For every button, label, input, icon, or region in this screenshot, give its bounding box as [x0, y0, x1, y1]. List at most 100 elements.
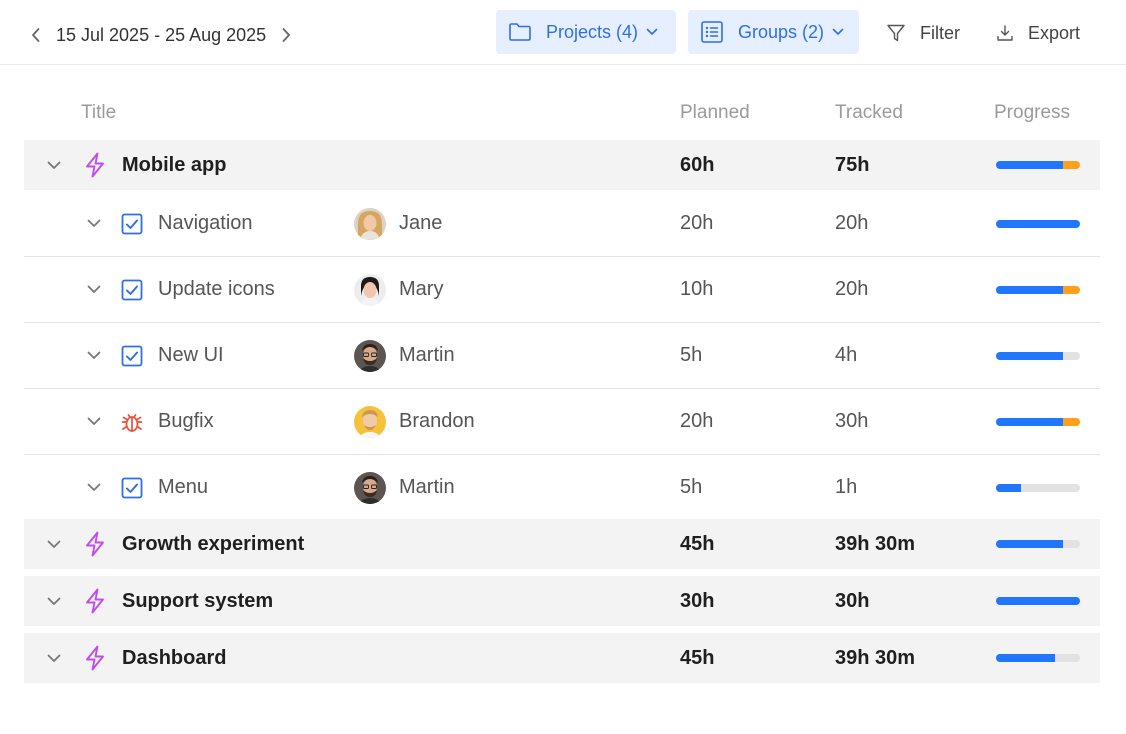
task-title[interactable]: Menu: [158, 476, 209, 498]
column-header-progress[interactable]: Progress: [994, 102, 1071, 123]
planned-hours: 30h: [680, 589, 715, 612]
chevron-down-icon[interactable]: [44, 140, 64, 190]
progress-bar: [996, 219, 1080, 228]
project-title[interactable]: Growth experiment: [122, 532, 305, 555]
export-label: Export: [1028, 22, 1081, 43]
planned-hours: 45h: [680, 646, 715, 669]
chevron-down-icon[interactable]: [84, 257, 104, 322]
projects-dropdown[interactable]: Projects (4): [496, 10, 676, 54]
filter-label: Filter: [920, 22, 960, 43]
checkbox-icon[interactable]: [120, 323, 144, 388]
progress-cell: [996, 633, 1080, 683]
progress-bar: [996, 483, 1080, 492]
lightning-icon: [82, 576, 108, 626]
progress-cell: [996, 140, 1080, 190]
chevron-down-icon: [646, 28, 658, 36]
progress-cell: [996, 389, 1080, 454]
tracked-hours: 1h: [835, 476, 858, 498]
assignee-name: Brandon: [399, 410, 475, 432]
date-range-label[interactable]: 15 Jul 2025 - 25 Aug 2025: [56, 24, 267, 45]
projects-dropdown-label: Projects (4): [546, 21, 639, 42]
task-row[interactable]: Menu Martin 5h 1h: [24, 455, 1100, 521]
checkbox-icon[interactable]: [120, 257, 144, 322]
progress-fill: [996, 540, 1063, 548]
task-row[interactable]: Bugfix Brandon 20h 30h: [24, 389, 1100, 455]
progress-overrun: [1063, 285, 1080, 294]
planned-hours: 20h: [680, 212, 714, 234]
chevron-right-icon[interactable]: [278, 22, 294, 48]
task-title[interactable]: Bugfix: [158, 410, 214, 432]
progress-cell: [996, 323, 1080, 388]
progress-overrun: [1063, 161, 1080, 169]
progress-cell: [996, 519, 1080, 569]
progress-bar: [996, 597, 1080, 605]
assignee-name: Martin: [399, 344, 455, 366]
tracked-hours: 39h 30m: [835, 646, 916, 669]
chevron-down-icon[interactable]: [84, 389, 104, 454]
filter-button[interactable]: Filter: [886, 19, 960, 47]
project-row[interactable]: Support system 30h 30h: [24, 576, 1100, 626]
groups-dropdown-label: Groups (2): [738, 21, 825, 42]
lightning-icon: [82, 519, 108, 569]
tracked-hours: 20h: [835, 278, 869, 300]
task-title[interactable]: Update icons: [158, 278, 275, 300]
progress-fill: [996, 285, 1063, 294]
progress-cell: [996, 455, 1080, 520]
checkbox-icon[interactable]: [120, 191, 144, 256]
project-row[interactable]: Growth experiment 45h 39h 30m: [24, 519, 1100, 569]
planned-hours: 60h: [680, 153, 715, 176]
list-icon: [700, 19, 726, 45]
progress-fill: [996, 483, 1021, 492]
tracked-hours: 4h: [835, 344, 858, 366]
chevron-down-icon[interactable]: [84, 323, 104, 388]
tracked-hours: 75h: [835, 153, 870, 176]
progress-cell: [996, 576, 1080, 626]
progress-bar: [996, 540, 1080, 548]
avatar: [354, 273, 386, 306]
task-title[interactable]: New UI: [158, 344, 224, 366]
column-header-planned[interactable]: Planned: [680, 102, 750, 123]
project-title[interactable]: Support system: [122, 589, 274, 612]
assignee[interactable]: Mary: [354, 257, 443, 322]
progress-fill: [996, 161, 1063, 169]
toolbar: 15 Jul 2025 - 25 Aug 2025 Projects (4) G…: [0, 0, 1126, 65]
planned-hours: 20h: [680, 410, 714, 432]
lightning-icon: [82, 140, 108, 190]
chevron-down-icon[interactable]: [44, 519, 64, 569]
assignee[interactable]: Martin: [354, 455, 455, 520]
progress-cell: [996, 191, 1080, 256]
progress-fill: [996, 219, 1080, 228]
assignee[interactable]: Brandon: [354, 389, 475, 454]
tracked-hours: 30h: [835, 589, 870, 612]
folder-icon: [508, 19, 534, 45]
progress-fill: [996, 654, 1055, 662]
export-button[interactable]: Export: [996, 19, 1080, 47]
chevron-down-icon[interactable]: [44, 576, 64, 626]
task-row[interactable]: Update icons Mary 10h 20h: [24, 257, 1100, 323]
checkbox-icon[interactable]: [120, 455, 144, 520]
bug-icon: [120, 389, 144, 454]
column-header-tracked[interactable]: Tracked: [835, 102, 903, 123]
task-title[interactable]: Navigation: [158, 212, 253, 234]
planned-hours: 5h: [680, 476, 703, 498]
progress-fill: [996, 597, 1080, 605]
progress-bar: [996, 417, 1080, 426]
project-title[interactable]: Mobile app: [122, 153, 227, 176]
chevron-down-icon[interactable]: [84, 191, 104, 256]
filter-icon: [886, 23, 906, 43]
avatar: [354, 405, 386, 438]
chevron-down-icon[interactable]: [84, 455, 104, 520]
download-icon: [996, 24, 1014, 42]
assignee[interactable]: Jane: [354, 191, 442, 256]
chevron-down-icon[interactable]: [44, 633, 64, 683]
groups-dropdown[interactable]: Groups (2): [688, 10, 859, 54]
project-title[interactable]: Dashboard: [122, 646, 227, 669]
project-row[interactable]: Dashboard 45h 39h 30m: [24, 633, 1100, 683]
project-row[interactable]: Mobile app 60h 75h: [24, 140, 1100, 190]
planned-hours: 45h: [680, 532, 715, 555]
assignee[interactable]: Martin: [354, 323, 455, 388]
chevron-left-icon[interactable]: [28, 22, 44, 48]
task-row[interactable]: New UI Martin 5h 4h: [24, 323, 1100, 389]
task-row[interactable]: Navigation Jane 20h 20h: [24, 191, 1100, 257]
column-header-title[interactable]: Title: [81, 102, 117, 123]
